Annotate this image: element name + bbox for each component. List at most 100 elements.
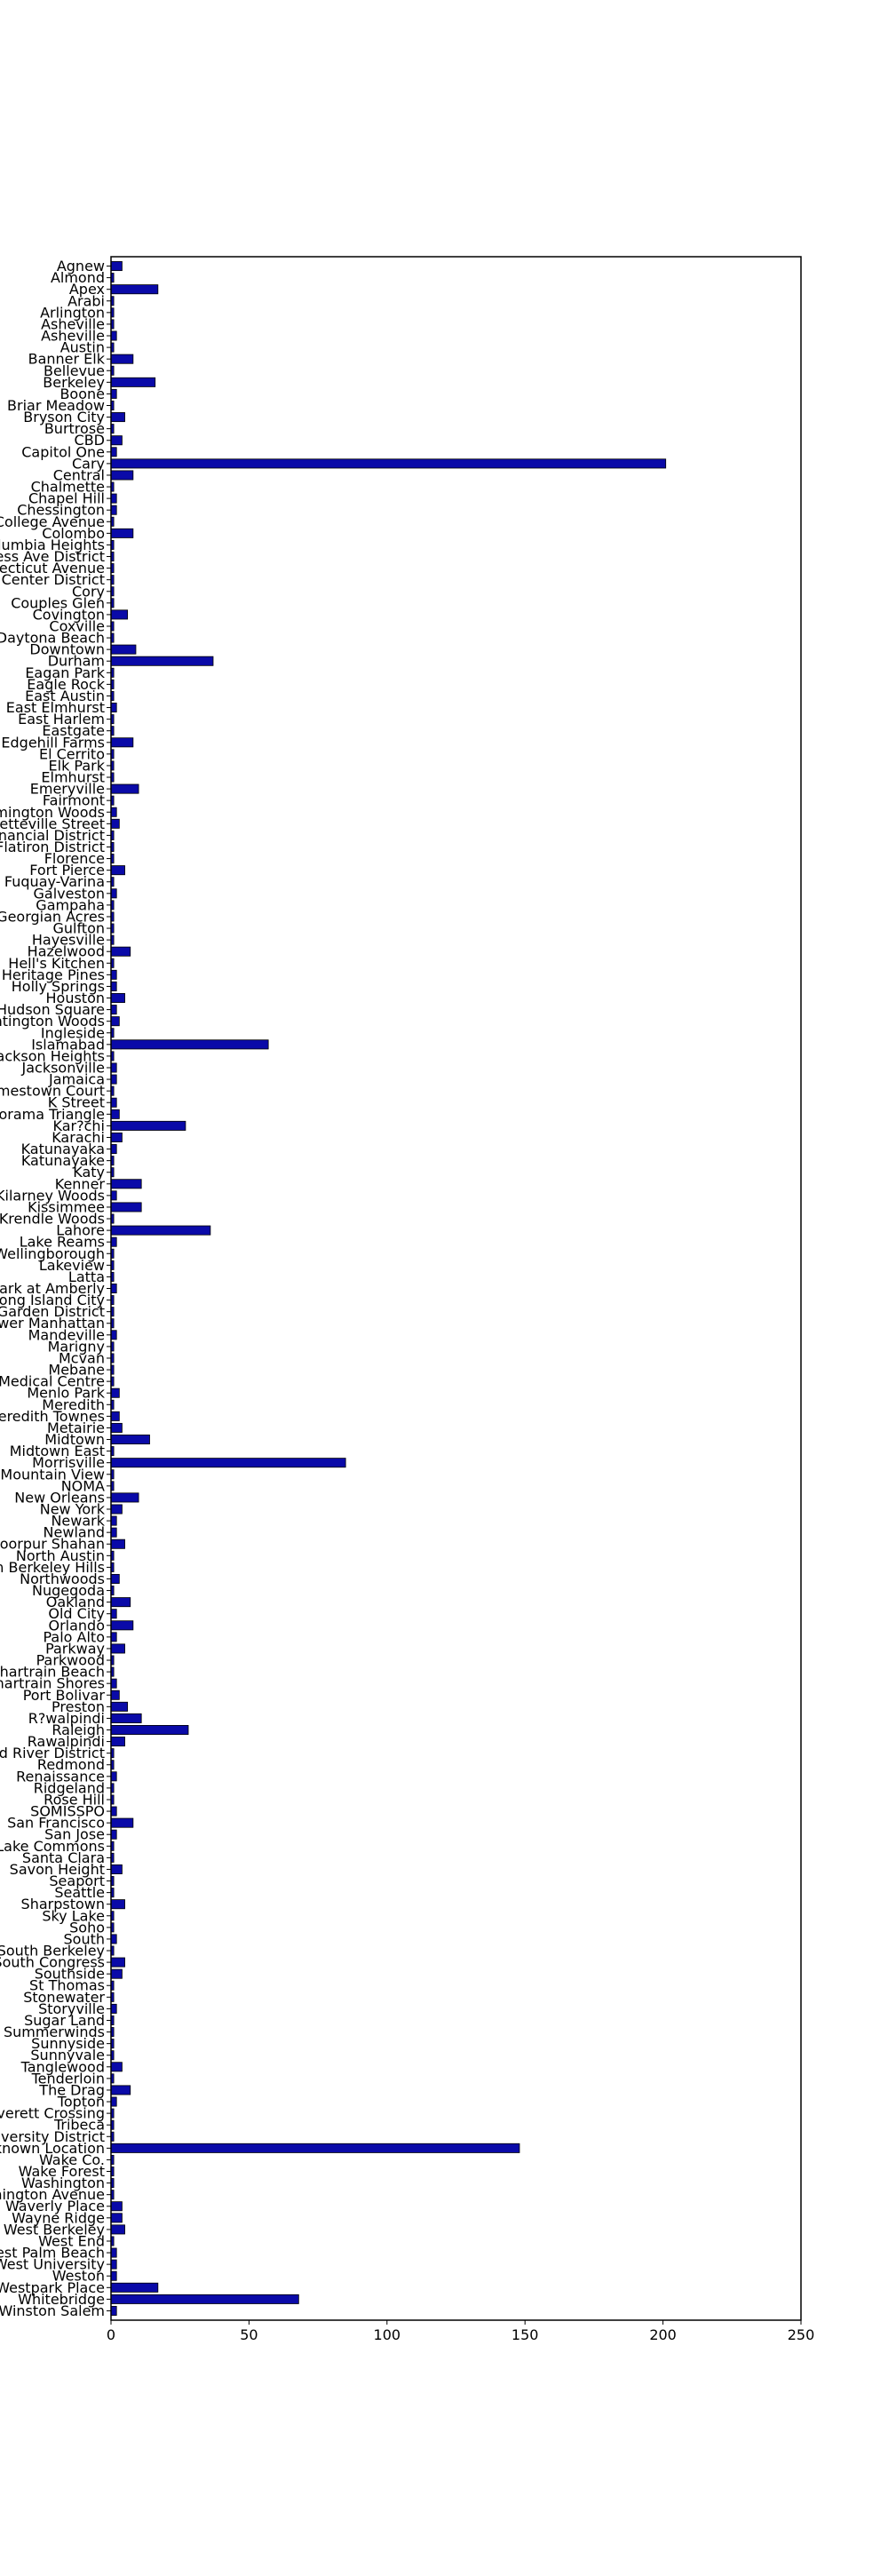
bar bbox=[110, 783, 139, 794]
category-label: Georgian Acres bbox=[0, 908, 105, 925]
category-label: Ridgeland bbox=[34, 1779, 105, 1796]
category-label: Winston Salem bbox=[0, 2302, 105, 2319]
bar bbox=[110, 354, 134, 364]
category-label: Bellevue bbox=[44, 362, 105, 379]
bar bbox=[110, 1422, 123, 1433]
bar bbox=[110, 1435, 150, 1445]
category-label: Whitebridge bbox=[18, 2291, 105, 2308]
category-label: Lakeview bbox=[39, 1257, 105, 1274]
x-tick-label: 100 bbox=[374, 2326, 401, 2343]
bar bbox=[110, 1225, 211, 1236]
category-label: Jamestown Court bbox=[0, 1083, 105, 1100]
category-label: Colombo bbox=[42, 525, 105, 542]
category-label: Apex bbox=[69, 281, 105, 298]
category-label: Meredith bbox=[42, 1396, 105, 1413]
category-label: Houston bbox=[46, 990, 106, 1006]
category-label: Sand Lake Commons bbox=[0, 1838, 105, 1855]
category-label: Krendle Woods bbox=[0, 1211, 105, 1228]
bar bbox=[110, 946, 131, 957]
category-label: Seaport bbox=[49, 1872, 105, 1889]
bar bbox=[110, 1899, 125, 1910]
category-label: Gampaha bbox=[36, 896, 105, 913]
category-label: Katunayake bbox=[21, 1152, 105, 1169]
category-label: Jackson Heights bbox=[0, 1047, 105, 1064]
category-label: Arlington bbox=[40, 304, 105, 321]
category-label: Financial District bbox=[0, 827, 105, 844]
category-label: Sky Lake bbox=[42, 1907, 105, 1924]
category-label: Redmond bbox=[37, 1756, 105, 1773]
category-label: Marigny bbox=[48, 1338, 105, 1355]
category-label: Morrisville bbox=[32, 1454, 105, 1471]
category-label: Chessington bbox=[17, 502, 105, 519]
category-label: University District bbox=[0, 2128, 105, 2145]
category-label: College Avenue bbox=[0, 513, 105, 530]
category-label: Sunnyside bbox=[31, 2035, 105, 2052]
category-label: Oakland bbox=[46, 1594, 105, 1610]
category-label: Old City bbox=[48, 1605, 105, 1622]
category-label: Meredith Townes bbox=[0, 1408, 105, 1425]
x-axis-ticks: 0 50 100 150 200 250 bbox=[107, 2320, 814, 2343]
category-label: Farmington Woods bbox=[0, 804, 105, 821]
bar bbox=[110, 737, 134, 748]
category-label: Wake Forest bbox=[19, 2163, 105, 2180]
bar bbox=[110, 1957, 125, 1968]
x-tick-label: 0 bbox=[107, 2326, 115, 2343]
category-label: Bryson City bbox=[23, 409, 105, 425]
bar bbox=[110, 528, 134, 538]
bar bbox=[110, 284, 159, 295]
bar bbox=[110, 818, 120, 829]
category-label: Ingleside bbox=[41, 1024, 105, 1041]
category-label: Coxville bbox=[49, 617, 105, 634]
category-label: Fuquay-Varina bbox=[4, 873, 105, 890]
bar bbox=[110, 2224, 125, 2235]
category-label: Connecticut Avenue bbox=[0, 560, 105, 576]
category-label: Nugegoda bbox=[32, 1582, 105, 1599]
bars-layer bbox=[110, 261, 667, 2316]
bar bbox=[110, 1492, 139, 1503]
category-label: Metairie bbox=[47, 1419, 105, 1436]
bar bbox=[110, 1934, 117, 1944]
category-label: Florence bbox=[44, 850, 105, 867]
category-label: Kissimmee bbox=[28, 1198, 105, 1215]
category-label: Daytona Beach bbox=[0, 630, 105, 647]
bar bbox=[110, 1074, 117, 1085]
category-label: Southside bbox=[35, 1966, 105, 1983]
category-label: Hazelwood bbox=[28, 943, 105, 960]
bar bbox=[110, 2085, 131, 2095]
category-label: Asheville bbox=[41, 328, 105, 345]
category-label: Arabi bbox=[67, 292, 105, 309]
category-label: Elk Park bbox=[49, 757, 106, 774]
category-label: West Palm Beach bbox=[0, 2245, 105, 2262]
bar bbox=[110, 1538, 125, 1549]
category-label: El Cerrito bbox=[39, 745, 105, 762]
category-label: Weston bbox=[52, 2268, 105, 2285]
x-tick-label: 150 bbox=[511, 2326, 539, 2343]
category-label: Lake Wellingborough bbox=[0, 1245, 105, 1262]
category-label: Long Island City bbox=[0, 1292, 105, 1308]
category-label: West Berkeley bbox=[4, 2221, 105, 2238]
bar bbox=[110, 377, 156, 387]
bar bbox=[110, 2062, 123, 2072]
category-labels: AgnewAlmondApexArabiArlingtonAshevilleAs… bbox=[0, 258, 111, 2319]
bar bbox=[110, 1411, 120, 1421]
category-label: Flatiron District bbox=[0, 839, 105, 855]
category-label: St Thomas bbox=[29, 1977, 105, 1994]
bar bbox=[110, 1829, 117, 1840]
plot-frame bbox=[110, 256, 802, 2321]
category-label: Cary bbox=[72, 455, 105, 472]
category-label: North Austin bbox=[16, 1547, 105, 1564]
category-label: South Berkeley bbox=[0, 1943, 105, 1960]
bar bbox=[110, 1643, 125, 1654]
category-label: Northwoods bbox=[20, 1570, 105, 1587]
category-label: New Orleans bbox=[14, 1489, 105, 1506]
category-label: The Drag bbox=[38, 2081, 105, 2098]
category-label: Topton bbox=[57, 2094, 105, 2111]
bar bbox=[110, 2096, 117, 2107]
category-label: Sunnyvale bbox=[30, 2047, 105, 2063]
category-label: Savon Height bbox=[10, 1861, 105, 1878]
category-label: Noorpur Shahan bbox=[0, 1536, 105, 1553]
category-label: Fairmont bbox=[43, 792, 105, 809]
bar bbox=[110, 1609, 117, 1619]
category-label: Wake Co. bbox=[39, 2151, 105, 2168]
